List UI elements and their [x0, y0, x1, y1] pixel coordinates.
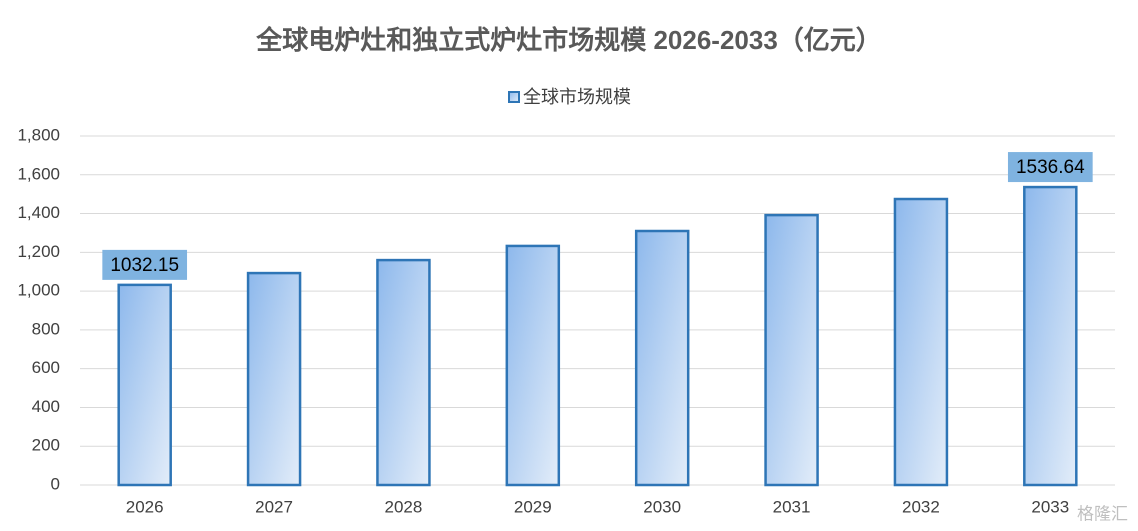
legend: 全球市场规模: [508, 87, 631, 107]
legend-marker: [508, 91, 520, 103]
data-label-box: [1007, 152, 1093, 183]
data-label-box: [102, 249, 188, 280]
bar: [1023, 185, 1078, 487]
bar: [246, 271, 302, 487]
bar: [893, 197, 949, 487]
x-tick-label: 2026: [126, 497, 164, 516]
x-tick-label: 2027: [255, 497, 293, 516]
bar: [764, 213, 819, 487]
x-tick-label: 2030: [643, 497, 681, 516]
data-label: 1536.64: [1016, 157, 1085, 178]
bar: [376, 258, 431, 487]
x-tick-label: 2028: [385, 497, 423, 516]
y-tick-label: 800: [32, 319, 60, 338]
legend-label: 全球市场规模: [523, 87, 631, 107]
y-tick-label: 1,600: [17, 164, 60, 183]
y-tick-label: 1,400: [17, 203, 60, 222]
y-tick-label: 1,800: [17, 125, 60, 144]
y-tick-label: 600: [32, 358, 60, 377]
x-tick-label: 2029: [514, 497, 552, 516]
y-tick-label: 1,000: [17, 281, 60, 300]
y-tick-label: 0: [51, 474, 60, 493]
y-tick-label: 400: [32, 397, 60, 416]
bar: [117, 283, 172, 487]
x-tick-label: 2031: [773, 497, 811, 516]
watermark: 格隆汇: [1077, 504, 1128, 523]
bar: [505, 244, 561, 487]
y-tick-label: 200: [32, 436, 60, 455]
chart-title: 全球电炉灶和独立式炉灶市场规模 2026-2033（亿元）: [255, 25, 882, 55]
bar: [634, 229, 690, 487]
data-label: 1032.15: [110, 255, 179, 276]
y-tick-label: 1,200: [17, 242, 60, 261]
x-tick-label: 2032: [902, 497, 940, 516]
x-tick-label: 2033: [1031, 497, 1069, 516]
